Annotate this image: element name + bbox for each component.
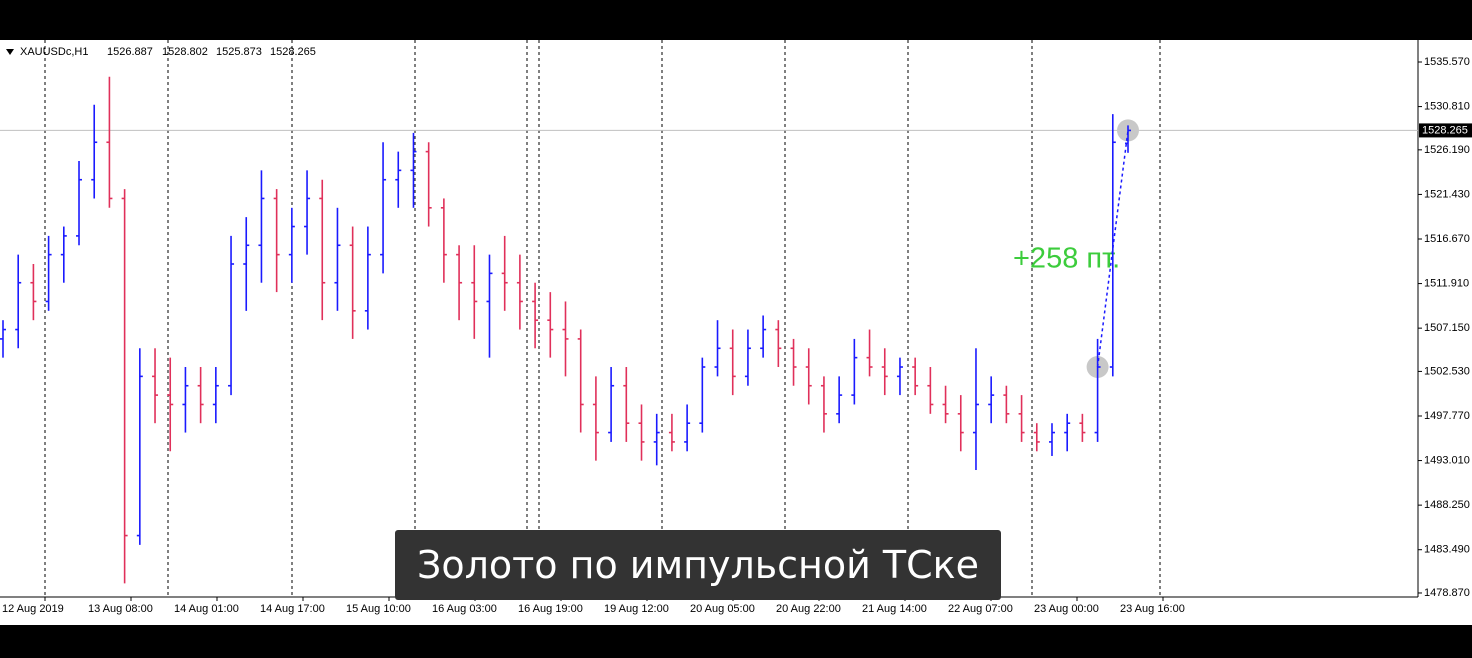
y-tick-label: 1478.870 [1424,587,1470,599]
x-tick-label: 20 Aug 05:00 [690,603,755,615]
x-tick-label: 13 Aug 08:00 [88,603,153,615]
y-tick-label: 1502.530 [1424,365,1470,377]
header-high: 1528.802 [162,46,208,58]
symbol: XAUUSDc,H1 [20,46,88,58]
x-tick-label: 15 Aug 10:00 [346,603,411,615]
annotation: +258 пт. [1013,243,1120,275]
x-tick-label: 14 Aug 01:00 [174,603,239,615]
header-open: 1526.887 [107,46,153,58]
y-tick-label: 1535.570 [1424,56,1470,68]
x-tick-label: 16 Aug 19:00 [518,603,583,615]
y-tick-label: 1516.670 [1424,233,1470,245]
y-tick-label: 1526.190 [1424,144,1470,156]
y-tick-label: 1530.810 [1424,100,1470,112]
x-tick-label: 16 Aug 03:00 [432,603,497,615]
y-tick-label: 1511.910 [1424,277,1469,289]
y-tick-label: 1493.010 [1424,454,1470,466]
caption-box: Золото по импульсной ТСке [395,530,1001,600]
x-tick-label: 23 Aug 16:00 [1120,603,1185,615]
price-tag-label: 1528.265 [1422,124,1468,136]
x-tick-label: 20 Aug 22:00 [776,603,841,615]
x-tick-label: 22 Aug 07:00 [948,603,1013,615]
trade-line [1096,130,1129,368]
header-low: 1525.873 [216,46,262,58]
x-tick-label: 12 Aug 2019 [2,603,64,615]
x-tick-label: 14 Aug 17:00 [260,603,325,615]
header-close: 1528.265 [270,46,316,58]
menu-arrow [6,49,14,55]
chart-background [0,40,1472,625]
x-tick-label: 21 Aug 14:00 [862,603,927,615]
y-tick-label: 1521.430 [1424,188,1470,200]
y-tick-label: 1507.150 [1424,322,1470,334]
price-tag [1419,123,1472,138]
y-tick-label: 1497.770 [1424,410,1470,422]
x-tick-label: 23 Aug 00:00 [1034,603,1099,615]
y-tick-label: 1483.490 [1424,544,1470,556]
y-tick-label: 1488.250 [1424,499,1470,511]
x-tick-label: 19 Aug 12:00 [604,603,669,615]
caption: Золото по импульсной ТСке [416,543,979,587]
separators [44,40,1161,597]
